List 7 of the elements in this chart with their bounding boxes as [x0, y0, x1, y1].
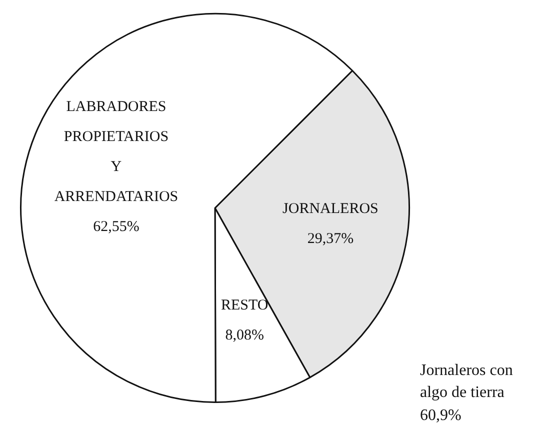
text: Jornaleros con algo de tierra 60,9%: [420, 361, 514, 426]
slice-label: JORNALEROS: [282, 200, 378, 217]
data-label: 62,55%: [93, 219, 140, 236]
slice-label: LABRADORES PROPIETARIOS Y ARRENDATARIOS: [54, 99, 178, 206]
slice-label: RESTO: [221, 298, 268, 314]
data-label: 8,08%: [225, 328, 264, 344]
data-label: 29,37%: [307, 230, 354, 247]
